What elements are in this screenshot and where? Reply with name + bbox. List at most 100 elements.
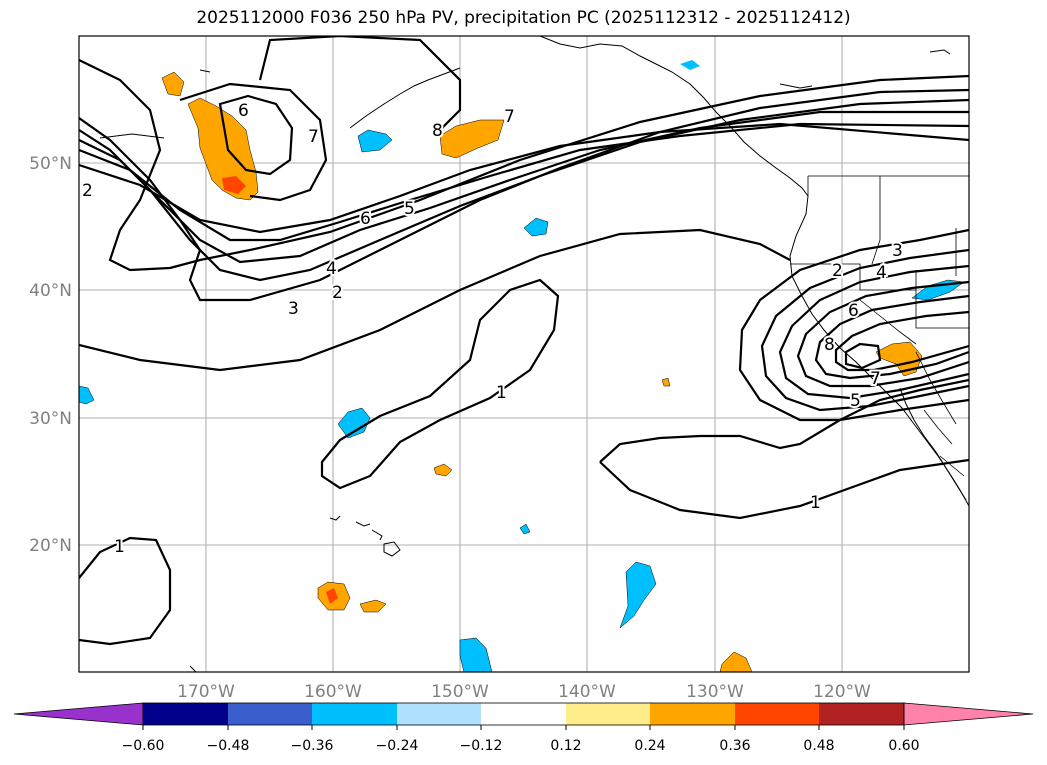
precip-negative-tiny (519, 523, 531, 535)
pv-contour-4 (79, 98, 969, 282)
colorbar-ticks (142, 725, 905, 730)
pv-label-7-north: 7 (308, 127, 319, 147)
lon-labels: 170°W 160°W 150°W 140°W 130°W 120°W (177, 682, 871, 702)
colorbar-tick-label: 0.12 (550, 738, 581, 754)
colorbar-bin-3 (312, 703, 397, 725)
colorbar-tick-label: 0.60 (888, 738, 919, 754)
lon-label-160w: 160°W (304, 682, 362, 702)
pv-contour-ring-7 (844, 342, 882, 370)
pv-contour-labels: 6 7 8 7 2 6 5 4 3 2 1 1 1 2 3 4 6 8 7 5 (80, 99, 905, 559)
pv-label-6-mid: 6 (360, 209, 371, 229)
lon-label-120w: 120°W (813, 682, 871, 702)
precip-negative-south-center (619, 561, 657, 629)
coastlines (99, 36, 969, 672)
pv-contour-ring-3 (778, 264, 969, 400)
lat-label-20: 20°N (29, 536, 72, 556)
gridlines (79, 36, 969, 672)
precip-negative-mid (523, 217, 549, 237)
pv-contour-5 (79, 110, 969, 264)
pv-label-6-east: 6 (848, 301, 859, 321)
colorbar-bin-5 (481, 703, 566, 725)
pv-contour-1-lower (599, 458, 969, 520)
precip-positive-bottom (719, 651, 753, 672)
colorbar-bin-4 (397, 703, 481, 725)
colorbar-tick-label: −0.24 (376, 738, 419, 754)
precip-core-south (326, 588, 338, 604)
lon-label-140w: 140°W (558, 682, 616, 702)
pv-contour-ring-2 (760, 248, 969, 412)
precip-negative-west-edge (79, 385, 95, 405)
colorbar-bin-7 (650, 703, 735, 725)
precipitation-shading (79, 60, 965, 672)
colorbar-extend-high (903, 702, 1034, 726)
pv-contour-north-7 (179, 82, 328, 202)
pv-contour-2-west (79, 59, 969, 272)
pv-contour-1-central (320, 278, 560, 490)
colorbar: −0.60 −0.48 −0.36 −0.24 −0.12 0.12 0.24 … (13, 702, 1034, 754)
precip-positive-small-south (359, 599, 387, 613)
pv-contour-ring-4 (796, 280, 969, 388)
precip-positive-small-north (161, 71, 185, 97)
precip-positive-gulf (439, 119, 505, 159)
pv-label-2-east: 2 (832, 261, 843, 281)
precip-positive-tiny (661, 377, 671, 387)
pv-contour-north-8 (258, 36, 462, 131)
colorbar-bin-9 (819, 703, 904, 725)
pv-label-8-east: 8 (824, 335, 835, 355)
pv-contour-ring-1 (738, 228, 969, 422)
lon-label-130w: 130°W (686, 682, 744, 702)
pv-contour-1-south (79, 228, 791, 372)
colorbar-bin-1 (143, 703, 228, 725)
pv-label-3-east: 3 (892, 241, 903, 261)
pv-label-4-east: 4 (876, 263, 887, 283)
pv-label-5-mid: 5 (404, 199, 415, 219)
precip-negative-gulf (357, 129, 393, 153)
precip-core-aleutian (222, 176, 246, 194)
pv-contour-ring-6 (834, 310, 969, 372)
precip-positive-small-central (433, 463, 453, 477)
colorbar-extend-low (13, 702, 144, 726)
pv-label-1-southwest: 1 (114, 537, 125, 557)
pv-label-7-gulf: 7 (504, 107, 515, 127)
precip-negative-alaska (680, 60, 700, 70)
colorbar-tick-label: −0.60 (122, 738, 165, 754)
colorbar-bin-2 (228, 703, 312, 725)
pv-contour-north-6 (218, 94, 294, 176)
pv-contour-1-southeast (599, 378, 969, 463)
colorbar-tick-label: 0.36 (719, 738, 750, 754)
colorbar-tick-label: 0.48 (803, 738, 834, 754)
pv-label-6-north: 6 (238, 101, 249, 121)
map-title: 2025112000 F036 250 hPa PV, precipitatio… (196, 8, 851, 28)
lat-label-30: 30°N (29, 409, 72, 429)
precip-positive-coast (875, 341, 923, 377)
pv-label-5-east: 5 (850, 391, 861, 411)
pv-label-4-mid: 4 (326, 259, 337, 279)
pv-label-1-central: 1 (496, 383, 507, 403)
lat-labels: 50°N 40°N 30°N 20°N (29, 154, 72, 556)
map-frame (78, 35, 970, 673)
pv-label-2-west: 2 (82, 181, 93, 201)
pv-label-3-mid: 3 (288, 299, 299, 319)
pv-label-7-east: 7 (870, 369, 881, 389)
colorbar-tick-label: −0.36 (291, 738, 334, 754)
pv-label-2-mid: 2 (332, 283, 343, 303)
colorbar-bin-8 (735, 703, 819, 725)
precip-negative-central (337, 407, 371, 439)
pv-label-8-north: 8 (432, 121, 443, 141)
colorbar-bin-6 (566, 703, 650, 725)
colorbar-tick-label: 0.24 (634, 738, 665, 754)
precip-negative-bottom (459, 637, 493, 672)
pv-label-1-southeast: 1 (810, 493, 821, 513)
lat-label-40: 40°N (29, 281, 72, 301)
lat-label-50: 50°N (29, 154, 72, 174)
colorbar-tick-label: −0.12 (460, 738, 503, 754)
colorbar-tick-label: −0.48 (207, 738, 250, 754)
pv-contour-ring-5 (814, 294, 969, 380)
colorbar-outline (142, 702, 905, 726)
lon-label-170w: 170°W (177, 682, 235, 702)
lon-label-150w: 150°W (431, 682, 489, 702)
pv-contour-1-southwest (79, 536, 172, 646)
pv-contours (79, 36, 969, 646)
pv-contour-7 (79, 122, 969, 234)
